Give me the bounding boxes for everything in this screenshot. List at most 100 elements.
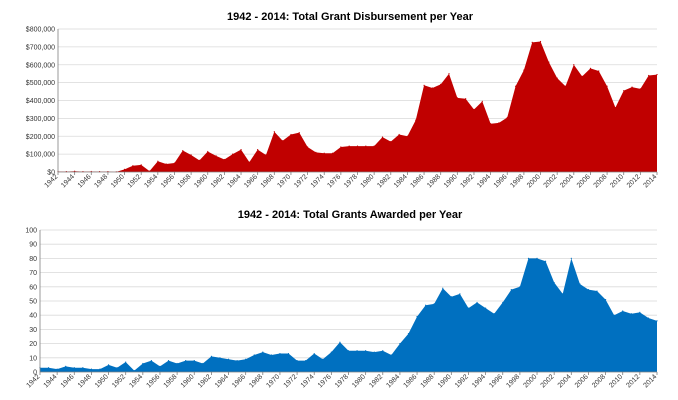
disbursement-data-point	[506, 116, 508, 119]
disbursement-x-tick-label: 1968	[260, 173, 276, 189]
disbursement-x-tick-label: 1998	[509, 173, 525, 189]
grants-awarded-data-point	[536, 257, 538, 259]
disbursement-chart: 1942 - 2014: Total Grant Disbursement pe…	[26, 11, 659, 189]
disbursement-data-point	[248, 161, 250, 163]
grants-awarded-data-point	[150, 360, 152, 362]
grants-awarded-x-tick-label: 2010	[608, 373, 624, 389]
grants-awarded-x-tick-label: 1958	[163, 373, 179, 389]
grants-awarded-data-point	[553, 281, 555, 284]
grants-awarded-data-point	[450, 296, 452, 298]
disbursement-data-point	[465, 98, 467, 100]
disbursement-data-point	[631, 86, 633, 88]
disbursement-data-point	[440, 83, 442, 86]
disbursement-data-point	[639, 88, 641, 90]
grants-awarded-data-point	[116, 367, 118, 369]
grants-awarded-x-tick-label: 1942	[25, 373, 41, 389]
disbursement-data-point	[132, 165, 134, 167]
grants-awarded-data-point	[502, 301, 504, 304]
grants-awarded-data-point	[639, 311, 641, 313]
disbursement-data-point	[398, 133, 400, 136]
disbursement-data-point	[356, 145, 359, 147]
grants-awarded-y-tick-label: 0	[33, 370, 37, 377]
disbursement-data-point	[498, 122, 500, 124]
grants-awarded-data-point	[236, 360, 238, 362]
disbursement-data-point	[240, 149, 242, 151]
grants-awarded-data-point	[125, 361, 127, 363]
grants-awarded-x-tick-label: 1996	[488, 373, 504, 389]
disbursement-x-tick-label: 2002	[543, 173, 559, 189]
grants-awarded-data-point	[622, 310, 624, 312]
grants-awarded-x-tick-label: 2008	[591, 373, 607, 389]
disbursement-chart-title: 1942 - 2014: Total Grant Disbursement pe…	[227, 11, 474, 23]
disbursement-data-point	[348, 145, 350, 147]
disbursement-data-point	[165, 163, 167, 165]
disbursement-area-series	[58, 41, 657, 173]
grants-awarded-data-point	[476, 301, 478, 304]
grants-awarded-y-tick-label: 50	[29, 299, 37, 306]
disbursement-x-tick-label: 1972	[293, 173, 309, 189]
disbursement-data-point	[606, 85, 608, 87]
disbursement-x-tick-label: 1992	[459, 173, 475, 189]
grants-awarded-data-point	[416, 316, 418, 318]
grants-awarded-data-point	[90, 368, 93, 370]
disbursement-data-point	[298, 132, 300, 134]
grants-awarded-y-tick-label: 90	[29, 242, 37, 249]
disbursement-data-point	[148, 170, 151, 172]
disbursement-x-tick-label: 2014	[642, 173, 658, 189]
disbursement-x-tick-label: 1950	[110, 173, 126, 189]
grants-awarded-data-point	[493, 313, 495, 315]
disbursement-data-point	[523, 69, 525, 71]
grants-awarded-data-point	[579, 283, 581, 285]
grants-awarded-data-point	[347, 350, 350, 352]
grants-awarded-area-series	[40, 258, 657, 372]
grants-awarded-data-point	[485, 307, 487, 309]
grants-awarded-chart-title: 1942 - 2014: Total Grants Awarded per Ye…	[238, 209, 463, 221]
grants-awarded-x-tick-label: 1994	[471, 373, 487, 389]
disbursement-data-point	[257, 149, 259, 151]
disbursement-x-tick-label: 1958	[177, 173, 193, 189]
disbursement-x-tick-label: 1960	[193, 173, 209, 189]
grants-awarded-data-point	[459, 293, 461, 295]
disbursement-data-point	[381, 136, 384, 138]
disbursement-data-point	[315, 151, 317, 153]
grants-awarded-data-point	[159, 365, 161, 367]
grants-awarded-data-point	[322, 358, 324, 360]
grants-awarded-x-tick-label: 2012	[625, 373, 641, 389]
grants-awarded-x-tick-label: 1988	[420, 373, 436, 389]
disbursement-x-tick-label: 2010	[609, 173, 625, 189]
grants-awarded-x-tick-label: 1970	[265, 373, 281, 389]
disbursement-data-point	[598, 70, 600, 72]
grants-awarded-data-point	[193, 360, 195, 362]
grants-awarded-data-point	[253, 354, 255, 356]
disbursement-y-tick-label: $200,000	[26, 134, 55, 141]
disbursement-data-point	[365, 145, 367, 147]
disbursement-x-tick-label: 1966	[243, 173, 259, 189]
disbursement-data-point	[431, 87, 433, 89]
grants-awarded-x-tick-label: 1966	[231, 373, 247, 389]
grants-awarded-data-point	[570, 257, 572, 259]
disbursement-x-tick-label: 1988	[426, 173, 442, 189]
disbursement-data-point	[490, 123, 492, 125]
grants-awarded-x-tick-label: 1982	[368, 373, 384, 389]
grants-awarded-x-tick-label: 1946	[60, 373, 76, 389]
grants-awarded-data-point	[330, 351, 332, 353]
disbursement-data-point	[157, 160, 159, 162]
grants-awarded-y-tick-label: 80	[29, 256, 37, 263]
grants-awarded-x-tick-label: 1962	[197, 373, 213, 389]
grants-awarded-data-point	[647, 317, 650, 319]
grants-awarded-x-tick-label: 1954	[128, 373, 144, 389]
grants-awarded-x-tick-label: 1964	[214, 373, 230, 389]
grants-awarded-data-point	[56, 368, 58, 370]
grants-awarded-data-point	[245, 358, 247, 360]
disbursement-data-point	[390, 141, 392, 143]
disbursement-data-point	[340, 146, 342, 148]
disbursement-data-point	[331, 152, 334, 154]
disbursement-data-point	[573, 64, 575, 66]
grants-awarded-x-tick-label: 1990	[437, 373, 453, 389]
grants-awarded-data-point	[656, 320, 658, 322]
grants-awarded-y-tick-label: 60	[29, 284, 37, 291]
disbursement-data-point	[215, 155, 217, 157]
grants-awarded-data-point	[210, 355, 212, 357]
disbursement-data-point	[223, 158, 225, 161]
disbursement-data-point	[232, 153, 234, 155]
